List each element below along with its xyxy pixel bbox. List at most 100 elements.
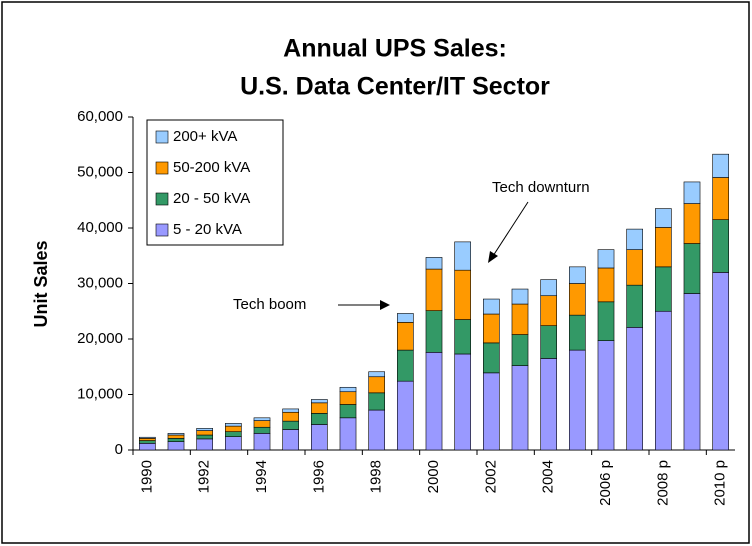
bar-segment (569, 349, 586, 451)
bar-segment (339, 391, 357, 405)
bar-segment (196, 434, 213, 440)
bar-segment (167, 441, 185, 451)
bar-segment (511, 288, 529, 305)
annotation: Tech boom (233, 296, 306, 313)
bar-segment (483, 313, 500, 344)
bar-segment (425, 257, 443, 270)
x-tick-label: 1994 (253, 460, 270, 493)
bar-segment (712, 177, 729, 220)
bar-segment (454, 353, 471, 451)
bar-segment (626, 249, 643, 286)
bar-segment (511, 303, 529, 335)
chart-title: Annual UPS Sales: (283, 35, 507, 63)
bar-segment (253, 417, 271, 421)
legend-swatch (155, 130, 169, 144)
bar-segment (225, 425, 242, 432)
bar-segment (683, 293, 701, 451)
bar-segment (683, 203, 701, 244)
bar-segment (511, 334, 529, 366)
bar-segment (167, 433, 185, 436)
bar-segment (454, 269, 471, 320)
arrow-head (488, 251, 498, 263)
bar-segment (311, 424, 328, 451)
bar-segment (655, 208, 672, 228)
y-tick-label: 30,000 (77, 274, 123, 291)
bar-segment (397, 380, 414, 451)
bar-segment (626, 284, 643, 328)
bar-segment (569, 314, 586, 351)
x-tick-label: 2006 p (597, 460, 614, 506)
bar-segment (368, 376, 385, 394)
x-tick-label: 2004 (540, 460, 557, 493)
x-tick-label: 1990 (138, 460, 155, 493)
x-tick-label: 2000 (425, 460, 442, 493)
legend-swatch (155, 192, 169, 206)
bar-segment (196, 428, 213, 431)
legend-box (146, 119, 284, 246)
bar-segment (139, 440, 156, 444)
bar-segment (569, 283, 586, 316)
bar-segment (139, 438, 156, 441)
x-tick-label: 1998 (368, 460, 385, 493)
bar-segment (253, 433, 271, 451)
x-tick-label: 2008 p (654, 460, 671, 506)
y-tick-label: 50,000 (77, 163, 123, 180)
bar-segment (368, 371, 385, 378)
bar-segment (712, 219, 729, 273)
annotation: Tech downturn (492, 179, 590, 196)
bar-segment (626, 228, 643, 250)
bar-segment (139, 436, 156, 439)
bar-segment (225, 436, 242, 451)
bar-segment (655, 310, 672, 451)
y-tick-label: 10,000 (77, 385, 123, 402)
bar-segment (225, 423, 242, 427)
y-tick-label: 60,000 (77, 108, 123, 125)
bar-segment (225, 431, 242, 437)
bar-segment (196, 430, 213, 436)
bar-segment (569, 266, 586, 284)
bar-segment (167, 434, 185, 439)
chart-title: U.S. Data Center/IT Sector (240, 73, 550, 101)
bar-segment (397, 349, 414, 382)
bar-segment (339, 386, 357, 393)
x-tick-label: 2002 (482, 460, 499, 493)
bar-segment (712, 153, 729, 178)
bar-segment (540, 295, 557, 326)
annotation-arrow (492, 201, 529, 257)
bar-segment (311, 413, 328, 425)
bar-segment (683, 181, 701, 204)
bar-segment (282, 420, 299, 430)
bar-segment (139, 443, 156, 451)
bar-segment (626, 327, 643, 451)
bar-segment (540, 279, 557, 297)
bar-segment (339, 404, 357, 419)
bar-segment (540, 358, 557, 451)
legend-swatch (155, 161, 169, 175)
bar-segment (368, 392, 385, 411)
x-tick-label: 2010 p (712, 460, 729, 506)
bar-segment (425, 310, 443, 353)
bar-segment (397, 322, 414, 351)
bar-segment (454, 241, 471, 271)
bar-segment (683, 243, 701, 294)
legend-swatch (155, 223, 169, 237)
legend-label: 5 - 20 kVA (173, 221, 242, 238)
bar-segment (253, 420, 271, 428)
bar-segment (540, 325, 557, 359)
bar-segment (597, 340, 615, 451)
legend-label: 20 - 50 kVA (173, 190, 250, 207)
bar-segment (282, 408, 299, 413)
bar-segment (196, 438, 213, 451)
bar-segment (397, 313, 414, 323)
bar-segment (311, 402, 328, 414)
bar-segment (597, 249, 615, 269)
bar-segment (511, 365, 529, 451)
arrow-head (380, 300, 390, 310)
bar-segment (655, 227, 672, 268)
bar-segment (483, 298, 500, 315)
bar-segment (167, 438, 185, 442)
bar-segment (483, 372, 500, 451)
bar-segment (712, 272, 729, 451)
y-tick-label: 0 (115, 441, 123, 458)
